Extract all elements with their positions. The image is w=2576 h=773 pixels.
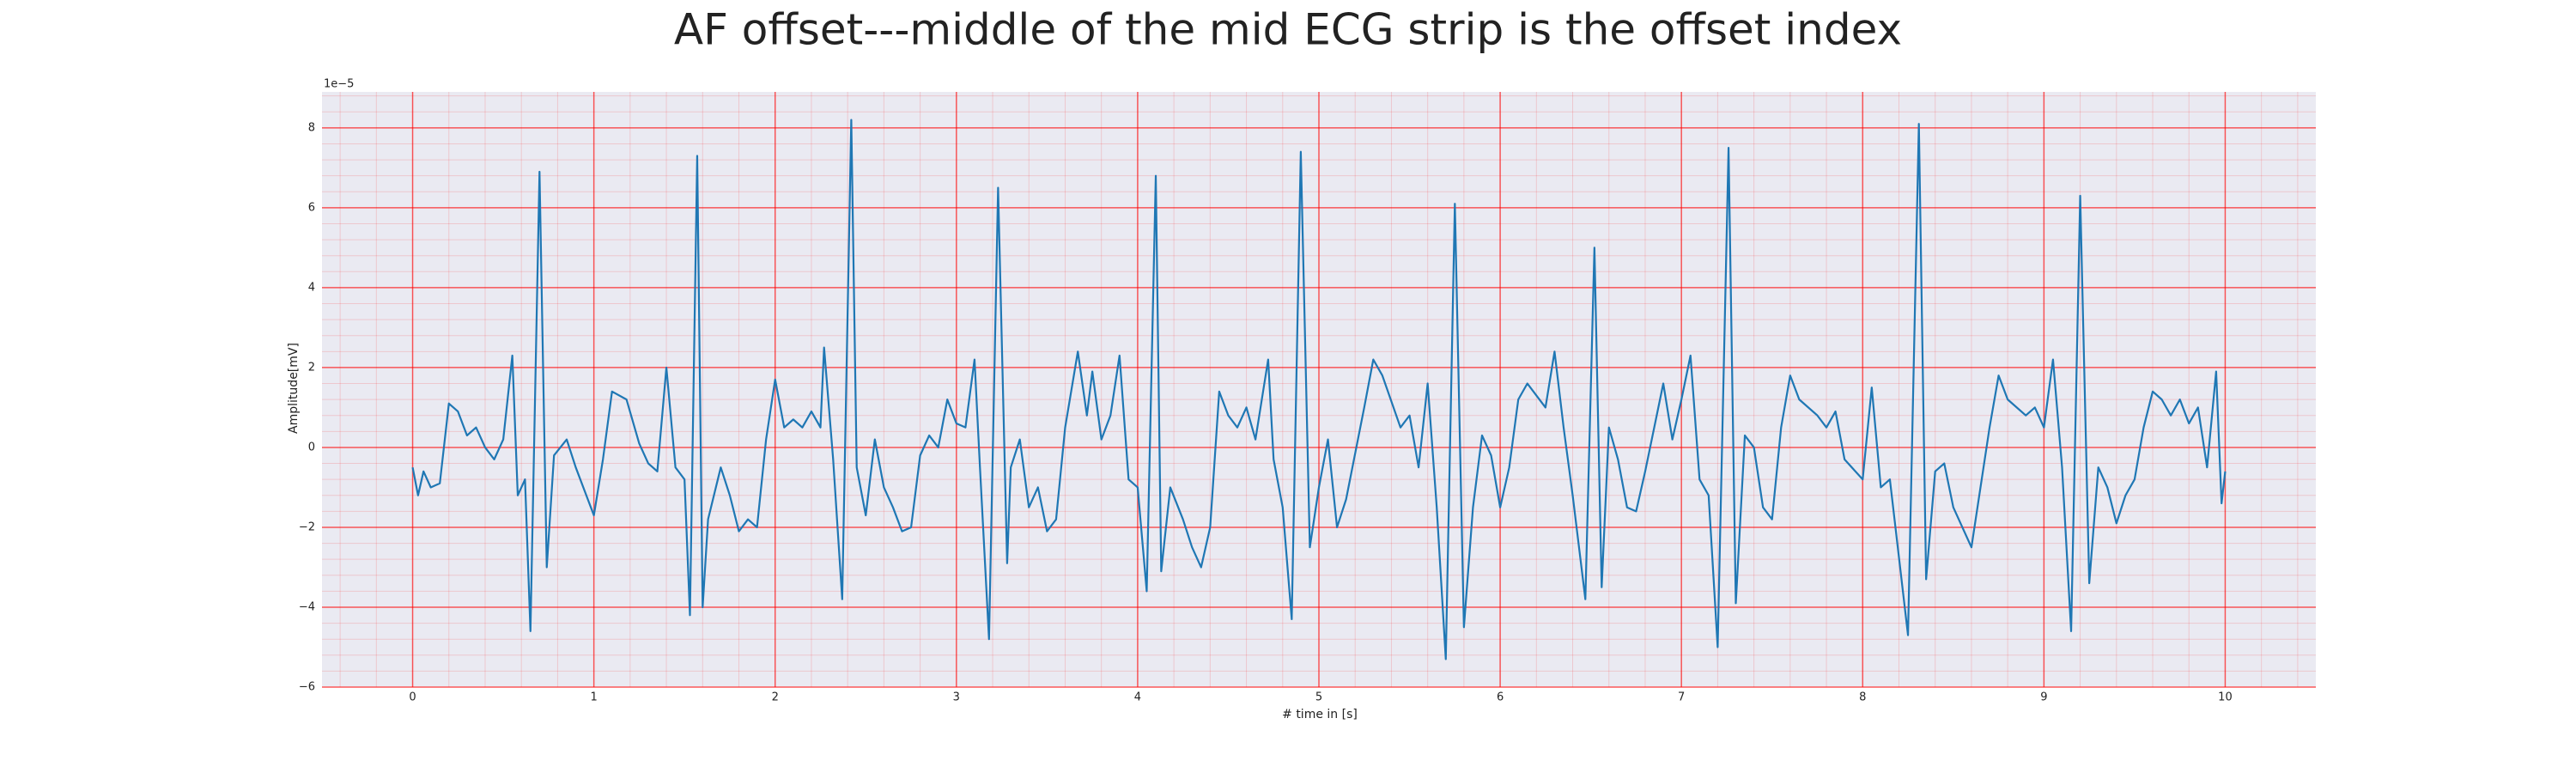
x-tick-label: 0 <box>409 691 416 704</box>
y-offset-label: 1e−5 <box>324 78 354 91</box>
x-tick-label: 9 <box>2040 691 2047 704</box>
x-tick-label: 5 <box>1315 691 1322 704</box>
y-tick-label: 2 <box>308 361 315 374</box>
y-tick-label: 6 <box>308 201 315 214</box>
y-axis-label: Amplitude[mV] <box>287 343 301 434</box>
x-tick-label: 10 <box>2218 691 2233 704</box>
x-tick-label: 4 <box>1134 691 1141 704</box>
y-tick-label: −4 <box>299 600 315 613</box>
ecg-line <box>411 119 2227 660</box>
x-tick-label: 6 <box>1497 691 1504 704</box>
y-tick-label: 4 <box>308 281 315 294</box>
chart-title: AF offset---middle of the mid ECG strip … <box>674 5 1902 55</box>
x-tick-label: 1 <box>590 691 597 704</box>
x-tick-label: 8 <box>1859 691 1866 704</box>
y-tick-label: 0 <box>308 441 315 453</box>
y-tick-label: −6 <box>299 681 315 694</box>
x-tick-label: 3 <box>953 691 960 704</box>
x-tick-label: 7 <box>1678 691 1685 704</box>
x-tick-label: 2 <box>772 691 779 704</box>
y-tick-label: 8 <box>308 121 315 134</box>
y-tick-label: −2 <box>299 520 315 533</box>
x-axis-label: # time in [s] <box>1282 708 1358 721</box>
